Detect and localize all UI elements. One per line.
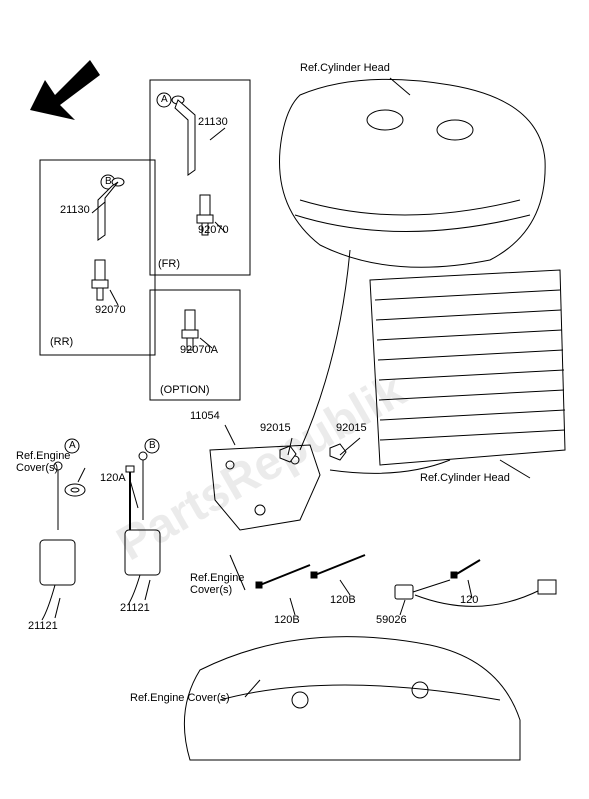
part-21121-r: 21121 [120,602,150,614]
part-21121-l: 21121 [28,620,58,632]
bolt-120-icon [451,560,480,578]
part-92015-r: 92015 [336,422,367,434]
ref-cylinder-head-top: Ref.Cylinder Head [300,62,390,74]
bracket-icon [210,445,320,530]
part-120b-r: 120B [330,594,356,606]
washer-left-icon [65,484,85,496]
leader-line [300,250,350,450]
callout-a: A [161,94,168,105]
part-92015-l: 92015 [260,422,291,434]
ref-engine-cover-mid: Ref.EngineCover(s) [190,572,244,596]
part-92070-fr: 92070 [198,224,229,236]
ref-engine-cover-left: Ref.EngineCover(s) [16,450,70,474]
part-21130-rr: 21130 [60,204,90,216]
part-92070a: 92070A [180,344,218,356]
part-92070-rr: 92070 [95,304,126,316]
plug-cap-rr-icon [98,178,124,240]
diagram-container: PartsRepublik Ref.Cylinder Head Ref.Cyli… [0,0,589,799]
part-11054: 11054 [190,410,220,422]
cylinder-head-right-icon [370,270,565,465]
bolt-120a-icon [126,466,134,540]
callout-b: B [105,176,112,187]
box-option: (OPTION) [160,384,210,396]
box-rr: (RR) [50,336,73,348]
ref-cylinder-head-right: Ref.Cylinder Head [420,472,510,484]
diagram-svg [0,0,589,799]
callout-a2: A [69,440,76,451]
harness-icon [415,580,556,606]
ref-engine-cover-bottom: Ref.Engine Cover(s) [130,692,230,704]
part-59026-icon [395,580,450,599]
box-fr: (FR) [158,258,180,270]
direction-arrow-icon [30,60,100,120]
part-21130-fr: 21130 [198,116,228,128]
part-59026: 59026 [376,614,407,626]
part-120: 120 [460,594,478,606]
plug-cap-fr-icon [172,96,195,175]
bolt-120b-l-icon [256,565,310,588]
rr-box [40,160,155,355]
part-120a: 120A [100,472,126,484]
spark-plug-rr-icon [92,260,108,300]
engine-cover-bottom-icon [184,637,520,760]
fr-box [150,80,250,275]
part-120b-l: 120B [274,614,300,626]
callout-b2: B [149,440,156,451]
bolt-120b-r-icon [311,555,365,578]
cylinder-head-top-icon [280,79,546,267]
